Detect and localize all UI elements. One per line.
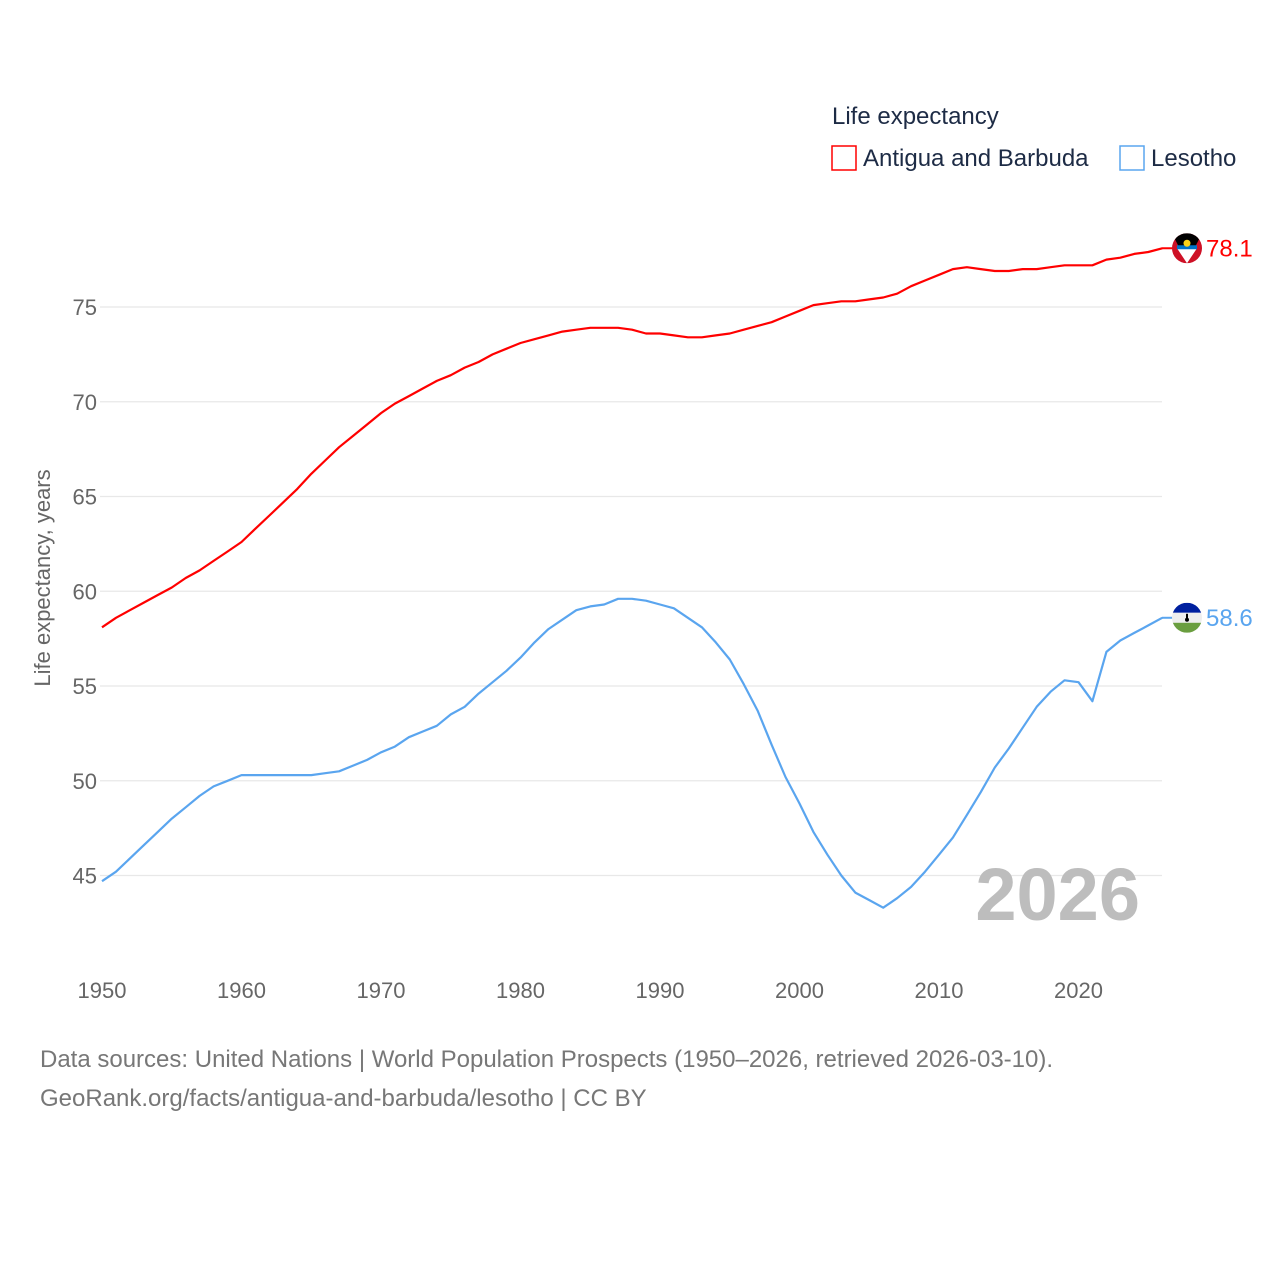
legend-label-lesotho: Lesotho (1151, 145, 1236, 172)
y-tick-label: 65 (73, 485, 97, 510)
x-tick-label: 2000 (775, 978, 824, 1003)
legend-item-antigua[interactable]: Antigua and Barbuda (831, 145, 1089, 172)
lesotho-flag-icon (1172, 602, 1202, 633)
legend-title: Life expectancy (832, 103, 999, 130)
x-tick-label: 1970 (357, 978, 406, 1003)
legend-swatch-lesotho (1119, 145, 1145, 171)
footer-url[interactable]: GeoRank.org/facts/antigua-and-barbuda/le… (40, 1085, 647, 1112)
y-tick-label: 50 (73, 769, 97, 794)
x-tick-label: 1990 (636, 978, 685, 1003)
footer-sources: Data sources: United Nations | World Pop… (40, 1046, 1054, 1073)
series-line-lesotho[interactable] (101, 597, 1163, 909)
y-tick-label: 75 (73, 295, 97, 320)
series-line-antigua[interactable] (101, 247, 1163, 629)
legend-swatch-antigua (831, 145, 857, 171)
end-value-label: 78.1 (1206, 235, 1253, 262)
x-tick-label: 2010 (915, 978, 964, 1003)
y-tick-label: 70 (73, 390, 97, 415)
antigua-flag-icon (1172, 233, 1202, 264)
y-tick-label: 55 (73, 674, 97, 699)
x-tick-label: 2020 (1054, 978, 1103, 1003)
x-tick-label: 1950 (78, 978, 127, 1003)
y-tick-label: 45 (73, 864, 97, 889)
x-tick-label: 1980 (496, 978, 545, 1003)
legend-item-lesotho[interactable]: Lesotho (1119, 145, 1236, 172)
end-value-label: 58.6 (1206, 605, 1253, 632)
y-axis-title: Life expectancy, years (30, 469, 55, 686)
current-year-label: 2026 (975, 853, 1140, 936)
legend-label-antigua: Antigua and Barbuda (863, 145, 1089, 172)
x-tick-label: 1960 (217, 978, 266, 1003)
y-tick-label: 60 (73, 579, 97, 604)
